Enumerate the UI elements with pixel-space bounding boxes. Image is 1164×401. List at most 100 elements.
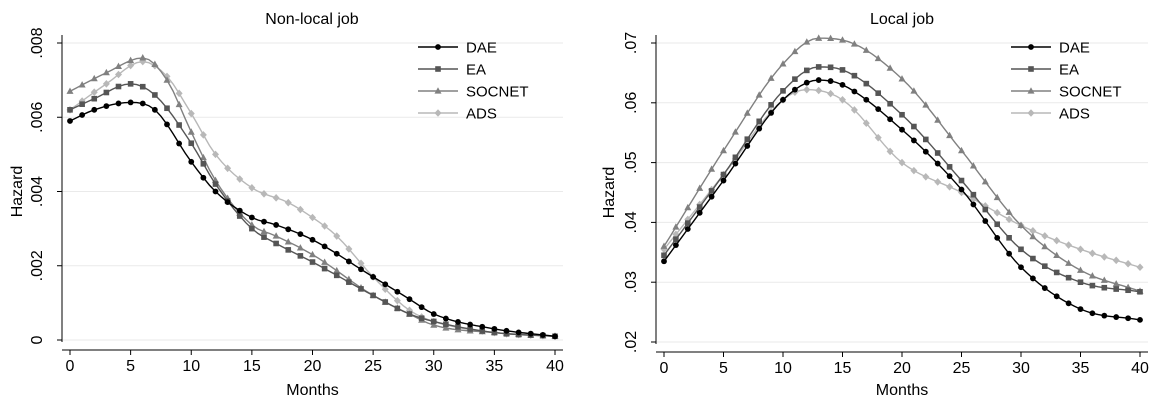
data-point xyxy=(1137,288,1143,295)
data-point xyxy=(418,304,425,311)
data-point xyxy=(1112,256,1120,265)
data-point xyxy=(922,148,929,155)
data-point xyxy=(212,181,219,187)
legend-label: EA xyxy=(1059,62,1079,79)
data-point xyxy=(443,321,449,328)
data-point xyxy=(684,226,691,232)
data-point xyxy=(743,109,751,116)
data-point xyxy=(418,315,425,322)
series-dae xyxy=(67,99,558,340)
data-point xyxy=(333,272,340,279)
data-point xyxy=(672,230,680,239)
data-point xyxy=(720,177,727,184)
data-point xyxy=(911,123,917,130)
data-point xyxy=(272,232,280,239)
data-point xyxy=(910,87,918,94)
data-point xyxy=(394,305,401,312)
data-point xyxy=(296,205,304,214)
data-point xyxy=(103,103,110,110)
data-point xyxy=(875,90,881,96)
data-point xyxy=(115,83,122,90)
data-point xyxy=(720,146,727,154)
data-point xyxy=(1029,232,1037,240)
data-point xyxy=(1065,259,1073,266)
data-point xyxy=(780,96,786,103)
data-point xyxy=(756,125,763,132)
data-point xyxy=(479,328,486,334)
data-point xyxy=(862,46,870,53)
data-point xyxy=(874,133,882,142)
data-point xyxy=(200,161,207,167)
legend: DAE EA SOCNET ADS xyxy=(1011,40,1122,123)
data-point xyxy=(164,105,170,112)
data-point xyxy=(815,77,822,83)
data-point xyxy=(309,236,316,243)
y-tick-label: .06 xyxy=(623,92,640,114)
data-point xyxy=(175,89,183,98)
data-point xyxy=(127,61,135,70)
legend-marker xyxy=(1028,44,1034,50)
data-point xyxy=(552,333,558,340)
x-tick-label: 15 xyxy=(243,358,261,375)
data-point xyxy=(899,111,905,118)
data-point xyxy=(1101,312,1108,319)
data-point xyxy=(1006,250,1012,257)
data-point xyxy=(345,258,352,265)
data-point xyxy=(236,207,243,214)
data-point xyxy=(1112,280,1120,287)
y-tick-label: .05 xyxy=(623,151,640,173)
x-tick-label: 35 xyxy=(485,358,503,375)
data-point xyxy=(79,112,86,118)
legend-label: EA xyxy=(466,62,486,79)
data-point xyxy=(164,121,170,128)
data-point xyxy=(370,273,377,280)
data-point xyxy=(67,107,73,113)
data-point xyxy=(467,321,474,328)
data-point xyxy=(851,88,858,95)
data-point xyxy=(887,116,893,123)
legend-marker xyxy=(434,109,442,117)
data-point xyxy=(708,193,715,200)
data-point xyxy=(862,119,870,128)
data-point xyxy=(273,240,279,247)
data-point xyxy=(90,88,98,97)
data-point xyxy=(333,250,340,257)
data-point xyxy=(236,175,244,183)
data-point xyxy=(732,160,739,167)
legend-marker xyxy=(1028,66,1034,72)
y-tick-label: .03 xyxy=(623,271,640,293)
x-tick-label: 0 xyxy=(66,358,75,375)
data-point xyxy=(684,203,692,211)
data-point xyxy=(934,150,941,156)
data-point xyxy=(827,64,834,71)
legend-marker xyxy=(435,44,441,50)
data-point xyxy=(430,311,437,317)
data-point xyxy=(1053,251,1061,259)
data-point xyxy=(887,100,893,107)
data-point xyxy=(898,75,906,82)
data-point xyxy=(1077,266,1084,273)
chart-title: Local job xyxy=(870,11,934,28)
data-point xyxy=(1053,293,1060,300)
data-point xyxy=(260,227,268,235)
data-point xyxy=(321,258,329,265)
data-point xyxy=(791,47,799,55)
data-point xyxy=(1088,249,1096,258)
data-point xyxy=(1089,282,1096,289)
data-point xyxy=(696,204,703,210)
data-point xyxy=(187,109,195,118)
data-point xyxy=(1125,315,1131,322)
y-tick-label: .004 xyxy=(29,176,46,207)
data-point xyxy=(922,172,930,181)
data-point xyxy=(139,100,146,107)
chart-title: Non-local job xyxy=(265,11,358,28)
data-point xyxy=(1041,242,1049,250)
data-point xyxy=(850,40,858,47)
data-point xyxy=(1042,263,1048,269)
data-point xyxy=(1113,314,1120,320)
data-point xyxy=(1030,255,1036,262)
data-point xyxy=(370,292,376,299)
data-point xyxy=(309,259,316,265)
data-point xyxy=(1065,300,1072,307)
data-point xyxy=(455,323,461,330)
